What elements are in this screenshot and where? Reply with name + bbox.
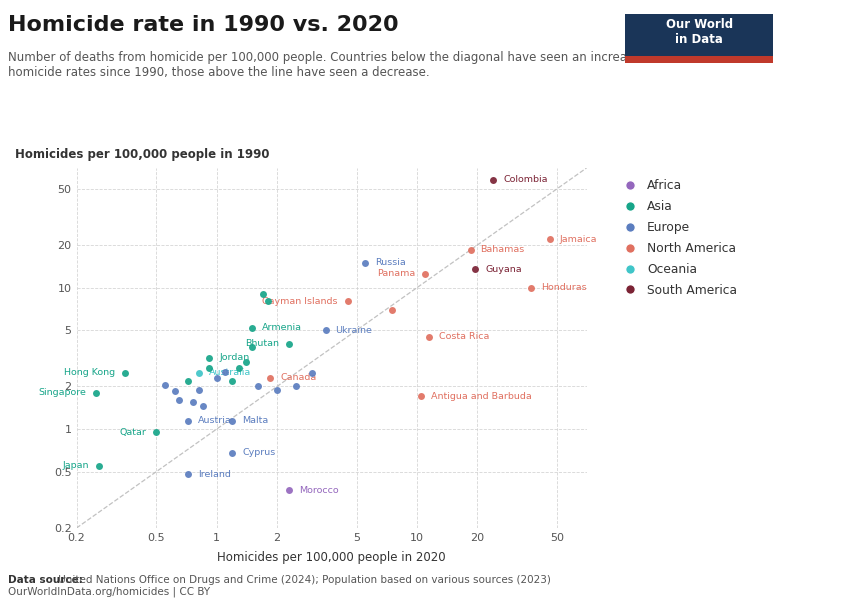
Point: [264, 373, 277, 383]
Text: Ireland: Ireland: [198, 470, 230, 479]
Text: Honduras: Honduras: [541, 283, 586, 292]
Text: Cyprus: Cyprus: [242, 448, 275, 457]
Point: [202, 363, 216, 373]
Point: [173, 395, 186, 405]
Text: Cayman Islands: Cayman Islands: [262, 297, 337, 306]
Point: [118, 368, 132, 377]
Point: [239, 357, 252, 367]
Point: [181, 376, 195, 385]
Point: [181, 416, 195, 425]
Point: [245, 323, 258, 332]
Point: [202, 353, 216, 362]
Legend: Africa, Asia, Europe, North America, Oceania, South America: Africa, Asia, Europe, North America, Oce…: [613, 174, 742, 302]
Point: [524, 283, 538, 292]
Point: [319, 325, 332, 335]
Point: [210, 373, 224, 383]
Text: Homicides per 100,000 people in 1990: Homicides per 100,000 people in 1990: [15, 148, 269, 161]
Point: [150, 427, 163, 437]
Text: Japan: Japan: [63, 461, 89, 470]
Text: Jamaica: Jamaica: [560, 235, 598, 244]
Text: Guyana: Guyana: [485, 265, 522, 274]
Point: [193, 385, 207, 394]
Point: [93, 461, 106, 470]
Text: Canada: Canada: [280, 373, 316, 382]
Text: Hong Kong: Hong Kong: [65, 368, 116, 377]
Point: [186, 397, 200, 407]
Point: [261, 296, 275, 306]
Point: [218, 367, 232, 376]
Point: [282, 339, 296, 349]
Point: [543, 235, 557, 244]
Point: [358, 258, 371, 268]
Point: [464, 245, 478, 254]
Point: [486, 175, 500, 184]
Text: Armenia: Armenia: [262, 323, 302, 332]
Point: [385, 305, 399, 314]
Point: [226, 416, 240, 425]
Point: [251, 382, 264, 391]
Point: [193, 368, 207, 377]
Point: [168, 386, 182, 396]
Text: Our World
in Data: Our World in Data: [666, 18, 733, 46]
Point: [422, 332, 436, 341]
Text: Jordan: Jordan: [219, 353, 250, 362]
Text: OurWorldInData.org/homicides | CC BY: OurWorldInData.org/homicides | CC BY: [8, 587, 211, 597]
Text: Bhutan: Bhutan: [246, 340, 280, 349]
Point: [290, 382, 303, 391]
Point: [181, 469, 195, 479]
Text: Singapore: Singapore: [38, 388, 86, 397]
Text: Panama: Panama: [377, 269, 416, 278]
Text: Malta: Malta: [242, 416, 269, 425]
Text: Data source:: Data source:: [8, 575, 83, 585]
Text: Antigua and Barbuda: Antigua and Barbuda: [431, 392, 532, 401]
Point: [226, 376, 240, 385]
Text: Costa Rica: Costa Rica: [439, 332, 490, 341]
X-axis label: Homicides per 100,000 people in 2020: Homicides per 100,000 people in 2020: [218, 551, 445, 564]
Text: Ukraine: Ukraine: [336, 326, 372, 335]
Text: Australia: Australia: [209, 368, 252, 377]
Text: Homicide rate in 1990 vs. 2020: Homicide rate in 1990 vs. 2020: [8, 15, 399, 35]
Text: Colombia: Colombia: [503, 175, 547, 184]
Point: [226, 448, 240, 458]
Text: Number of deaths from homicide per 100,000 people. Countries below the diagonal : Number of deaths from homicide per 100,0…: [8, 51, 655, 79]
Point: [89, 388, 103, 398]
Text: Bahamas: Bahamas: [480, 245, 524, 254]
Text: Morocco: Morocco: [299, 485, 338, 494]
Point: [245, 342, 258, 352]
Text: Russia: Russia: [375, 258, 405, 267]
Text: Qatar: Qatar: [120, 428, 146, 437]
Point: [415, 392, 428, 401]
Point: [233, 363, 246, 373]
Text: United Nations Office on Drugs and Crime (2024); Population based on various sou: United Nations Office on Drugs and Crime…: [55, 575, 551, 585]
Point: [270, 385, 284, 394]
Point: [341, 296, 354, 306]
Point: [282, 485, 296, 495]
Point: [468, 265, 482, 274]
Point: [196, 401, 210, 411]
Point: [256, 289, 269, 299]
Text: Austria: Austria: [198, 416, 232, 425]
Point: [158, 380, 172, 390]
Point: [305, 368, 319, 377]
Point: [418, 269, 432, 278]
